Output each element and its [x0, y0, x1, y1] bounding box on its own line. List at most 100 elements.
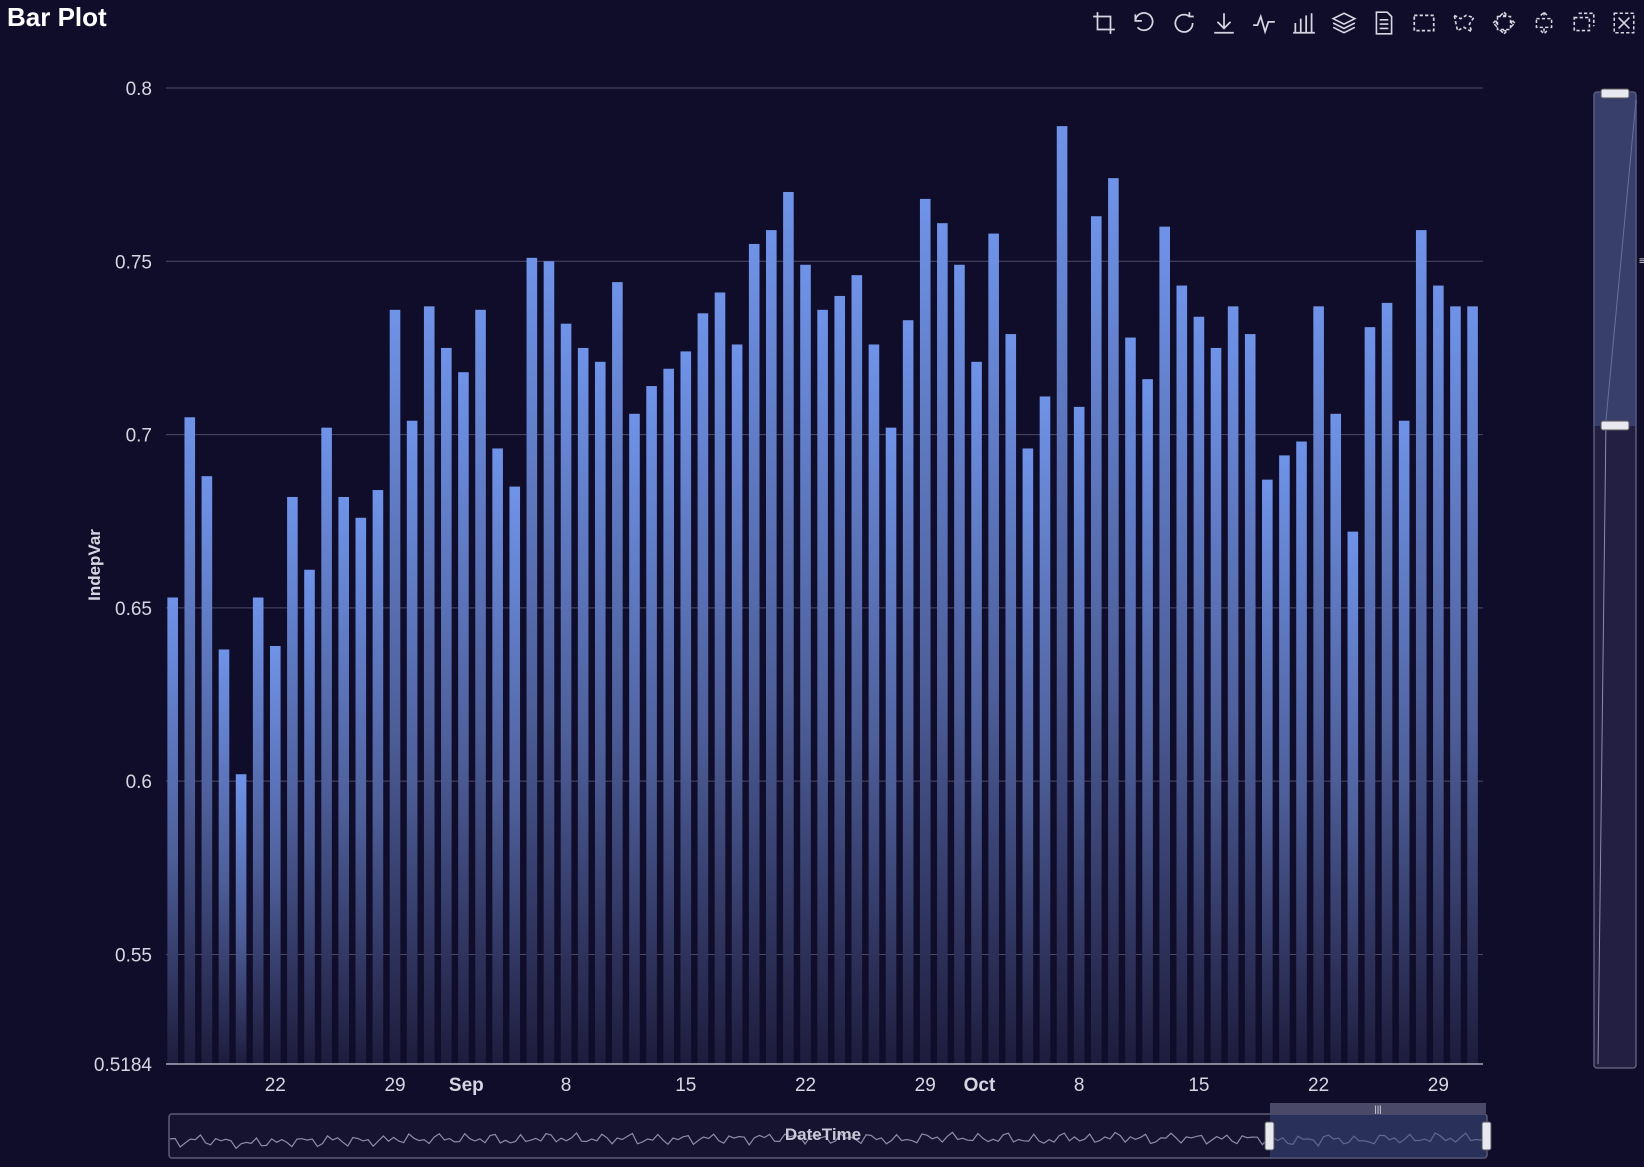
x-zoom-selection[interactable] [1270, 1114, 1486, 1158]
bar[interactable] [1467, 306, 1478, 1064]
bar[interactable] [1090, 216, 1102, 1064]
zoom-in-icon[interactable] [1484, 6, 1524, 40]
bar[interactable] [748, 243, 760, 1064]
bar[interactable] [304, 569, 315, 1064]
bar[interactable] [1398, 420, 1410, 1064]
bar[interactable] [697, 313, 709, 1065]
restore-icon[interactable] [1564, 6, 1604, 40]
bar[interactable] [971, 361, 982, 1064]
bar[interactable] [560, 323, 572, 1064]
bar[interactable] [1159, 226, 1170, 1065]
zoom-out-icon[interactable] [1524, 6, 1564, 40]
bar[interactable] [817, 309, 828, 1064]
bar[interactable] [252, 597, 264, 1064]
x-zoom-handle-bar[interactable] [1270, 1103, 1486, 1113]
bar[interactable] [1005, 334, 1017, 1064]
bar-chart-icon[interactable] [1284, 6, 1324, 40]
bar[interactable] [1210, 347, 1222, 1064]
bar[interactable] [184, 417, 196, 1064]
bar[interactable] [680, 351, 692, 1065]
crop-icon[interactable] [1084, 6, 1124, 40]
bar[interactable] [389, 309, 401, 1064]
y-zoom-selection[interactable] [1594, 92, 1636, 426]
bar[interactable] [218, 649, 230, 1064]
bar[interactable] [509, 486, 521, 1064]
document-icon[interactable] [1364, 6, 1404, 40]
rect-select-icon[interactable] [1404, 6, 1444, 40]
bar[interactable] [201, 476, 213, 1064]
bar[interactable] [543, 261, 555, 1065]
bar[interactable] [612, 282, 623, 1064]
bar[interactable] [423, 306, 435, 1064]
bar[interactable] [526, 257, 538, 1064]
bar[interactable] [577, 347, 589, 1064]
close-icon[interactable] [1604, 6, 1644, 40]
download-icon[interactable] [1204, 6, 1244, 40]
bar[interactable] [629, 413, 640, 1065]
bar[interactable] [1433, 285, 1444, 1064]
bar[interactable] [937, 223, 948, 1064]
bar[interactable] [355, 517, 367, 1064]
y-zoom-bottom-handle[interactable] [1600, 420, 1630, 431]
bar[interactable] [1176, 285, 1188, 1064]
bar[interactable] [1039, 396, 1051, 1064]
bar[interactable] [1022, 448, 1034, 1064]
bar[interactable] [988, 233, 999, 1064]
bar[interactable] [492, 448, 503, 1064]
bar[interactable] [167, 597, 178, 1064]
x-zoom-right-handle[interactable] [1481, 1121, 1492, 1151]
bar[interactable] [441, 347, 452, 1064]
bar[interactable] [1125, 337, 1136, 1065]
bar[interactable] [594, 361, 606, 1064]
bar[interactable] [235, 774, 247, 1064]
bar[interactable] [406, 420, 418, 1064]
bar[interactable] [1364, 327, 1376, 1065]
bar[interactable] [663, 368, 674, 1064]
bar[interactable] [1227, 306, 1239, 1064]
bar[interactable] [1073, 406, 1085, 1064]
y-zoom-top-handle[interactable] [1600, 88, 1630, 99]
lasso-select-icon[interactable] [1444, 6, 1484, 40]
bar[interactable] [338, 496, 350, 1064]
bar[interactable] [1296, 441, 1307, 1065]
bar[interactable] [1056, 126, 1068, 1064]
bar[interactable] [1142, 379, 1153, 1064]
y-zoom-slider[interactable]: ≡ [1593, 88, 1644, 1069]
bar[interactable] [1193, 316, 1205, 1064]
bar[interactable] [1450, 306, 1461, 1064]
bar[interactable] [902, 320, 914, 1064]
bar[interactable] [1313, 306, 1324, 1064]
refresh-icon[interactable] [1164, 6, 1204, 40]
bar[interactable] [321, 427, 332, 1065]
bar[interactable] [1262, 479, 1273, 1065]
bar[interactable] [851, 275, 863, 1065]
bar[interactable] [1330, 413, 1342, 1065]
bar[interactable] [1381, 302, 1393, 1064]
bar[interactable] [372, 490, 384, 1065]
bar[interactable] [731, 344, 743, 1064]
bar[interactable] [885, 427, 897, 1065]
undo-icon[interactable] [1124, 6, 1164, 40]
bar[interactable] [475, 309, 486, 1064]
x-zoom-slider[interactable]: ||| DateTime [168, 1103, 1492, 1159]
bar[interactable] [287, 496, 298, 1064]
bar[interactable] [1108, 178, 1119, 1064]
bar[interactable] [269, 646, 281, 1064]
bar[interactable] [1347, 531, 1359, 1064]
bar[interactable] [834, 295, 846, 1064]
bar[interactable] [919, 198, 931, 1065]
bar[interactable] [1279, 455, 1290, 1064]
bar[interactable] [458, 372, 469, 1064]
bar[interactable] [1415, 230, 1427, 1064]
bar[interactable] [1244, 334, 1256, 1064]
bar[interactable] [646, 386, 657, 1064]
bar[interactable] [714, 292, 726, 1064]
bar[interactable] [766, 230, 777, 1064]
bar[interactable] [800, 264, 811, 1064]
layers-icon[interactable] [1324, 6, 1364, 40]
bar[interactable] [783, 191, 794, 1064]
line-chart-icon[interactable] [1244, 6, 1284, 40]
x-zoom-left-handle[interactable] [1264, 1121, 1275, 1151]
bar[interactable] [954, 264, 965, 1064]
bar[interactable] [868, 344, 880, 1064]
